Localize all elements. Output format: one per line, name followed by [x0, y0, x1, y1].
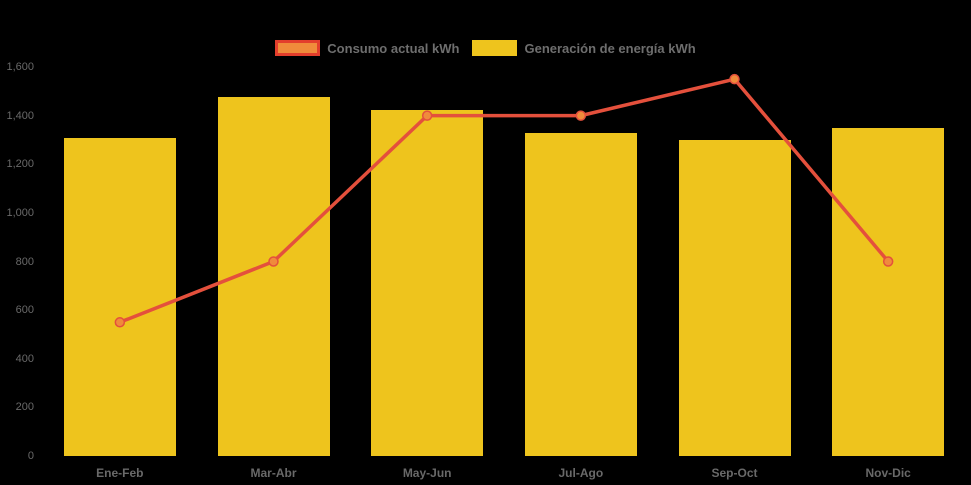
y-axis-label: 1,200 — [6, 158, 34, 171]
legend-label-generacion: Generación de energía kWh — [524, 40, 696, 56]
x-axis-label: May-Jun — [402, 466, 452, 480]
y-axis-label: 0 — [27, 450, 34, 462]
y-axis-label: 1,000 — [6, 206, 34, 219]
legend-item-generacion[interactable]: Generación de energía kWh — [472, 40, 696, 56]
x-axis-label: Jul-Ago — [558, 466, 604, 480]
x-axis-label: Nov-Dic — [865, 466, 911, 480]
legend-label-consumo: Consumo actual kWh — [327, 40, 460, 56]
bar-may-jun — [371, 109, 484, 456]
bar-nov-dic — [832, 127, 945, 456]
legend-swatch-generacion-icon — [472, 40, 518, 56]
chart-legend: Consumo actual kWh Generación de energía… — [0, 40, 971, 56]
bar-ene-feb — [63, 137, 176, 456]
bar-jul-ago — [524, 132, 637, 456]
line-marker-icon — [729, 73, 740, 85]
y-axis-label: 400 — [15, 352, 34, 365]
x-axis-label: Ene-Feb — [96, 466, 144, 480]
y-axis-label: 600 — [15, 304, 34, 317]
bar-mar-abr — [217, 97, 330, 456]
y-axis-label: 1,400 — [6, 109, 34, 122]
line-marker-icon — [575, 110, 587, 121]
x-axis-label: Mar-Abr — [250, 466, 297, 480]
y-axis-label: 800 — [15, 255, 34, 268]
legend-swatch-consumo-icon — [275, 40, 321, 56]
y-axis-label: 1,600 — [6, 61, 34, 73]
y-axis-label: 200 — [15, 401, 34, 414]
x-axis-label: Sep-Oct — [711, 466, 758, 480]
bar-sep-oct — [678, 139, 791, 456]
legend-item-consumo-actual[interactable]: Consumo actual kWh — [275, 40, 459, 56]
